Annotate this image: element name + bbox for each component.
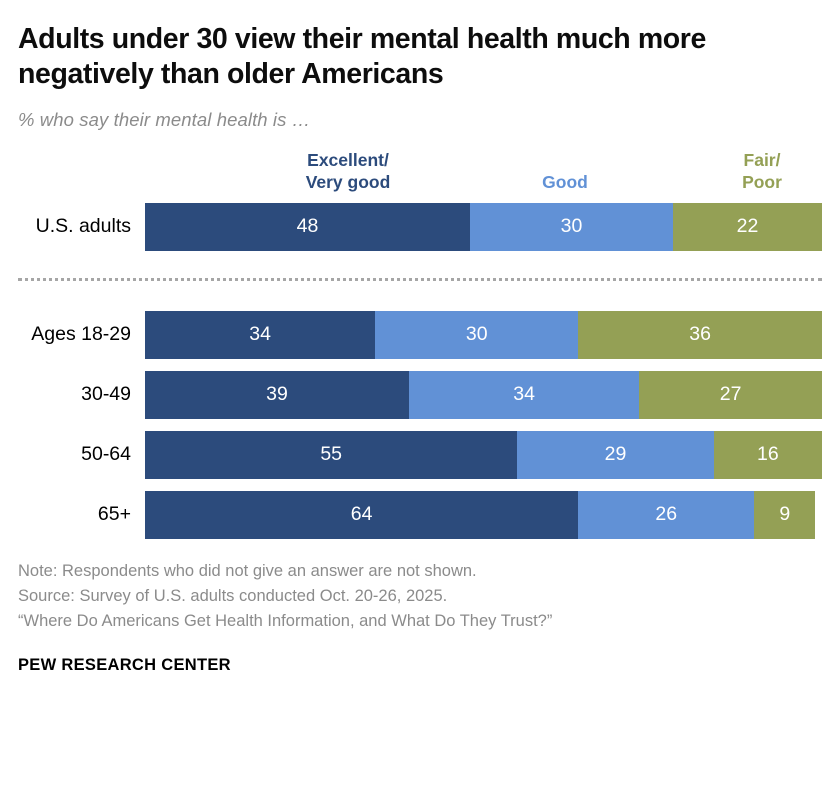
bar-segment-excellent-very-good: 39 [145,370,410,419]
stacked-bar: 48 30 22 [145,202,822,251]
bar-segment-good: 29 [517,430,714,479]
bar-segment-excellent-very-good: 55 [145,430,518,479]
stacked-bar: 39 34 27 [145,370,822,419]
chart-row: U.S. adults 48 30 22 [18,202,822,251]
bar-segment-good: 30 [375,310,579,359]
bar-segment-fair-poor: 9 [754,490,816,539]
stacked-bar: 64 26 9 [145,490,822,539]
legend-item-good: Good [542,171,588,192]
chart-rows-by-age: Ages 18-29 34 30 36 30-49 39 34 27 50-64 55 29 16 65… [18,310,822,539]
row-label: Ages 18-29 [31,323,131,346]
bar-segment-good: 30 [469,202,674,251]
report-title-line: “Where Do Americans Get Health Informati… [18,611,553,630]
brand-pew-research-center: PEW RESEARCH CENTER [18,655,231,674]
row-label: 50-64 [81,443,131,466]
bar-segment-excellent-very-good: 34 [145,310,376,359]
source-line: Source: Survey of U.S. adults conducted … [18,586,448,605]
legend: Excellent/ Very good Good Fair/ Poor [18,149,822,203]
bar-segment-fair-poor: 16 [713,430,822,479]
row-label: 65+ [97,503,131,526]
bar-segment-excellent-very-good: 64 [145,490,579,539]
row-label: 30-49 [81,383,131,406]
chart-row: 30-49 39 34 27 [18,370,822,419]
bar-segment-excellent-very-good: 48 [145,202,470,251]
section-divider-wrap [18,251,822,311]
bar-segment-good: 26 [578,490,755,539]
chart-row: 50-64 55 29 16 [18,430,822,479]
bar-segment-fair-poor: 22 [673,202,822,251]
legend-item-excellent-very-good: Excellent/ Very good [305,149,391,192]
chart-subtitle: % who say their mental health is … [18,108,311,130]
legend-item-fair-poor: Fair/ Poor [742,149,782,192]
bar-segment-fair-poor: 36 [578,310,822,359]
bar-segment-fair-poor: 27 [639,370,822,419]
page-title: Adults under 30 view their mental health… [18,23,706,90]
section-divider [18,277,822,281]
row-label: U.S. adults [35,215,131,238]
chart-row: 65+ 64 26 9 [18,490,822,539]
footnotes: Note: Respondents who did not give an an… [18,539,822,634]
bar-segment-good: 34 [409,370,640,419]
note-line: Note: Respondents who did not give an an… [18,561,477,580]
stacked-bar: 34 30 36 [145,310,822,359]
chart-row: Ages 18-29 34 30 36 [18,310,822,359]
chart-rows-overall: U.S. adults 48 30 22 [18,202,822,251]
stacked-bar: 55 29 16 [145,430,822,479]
